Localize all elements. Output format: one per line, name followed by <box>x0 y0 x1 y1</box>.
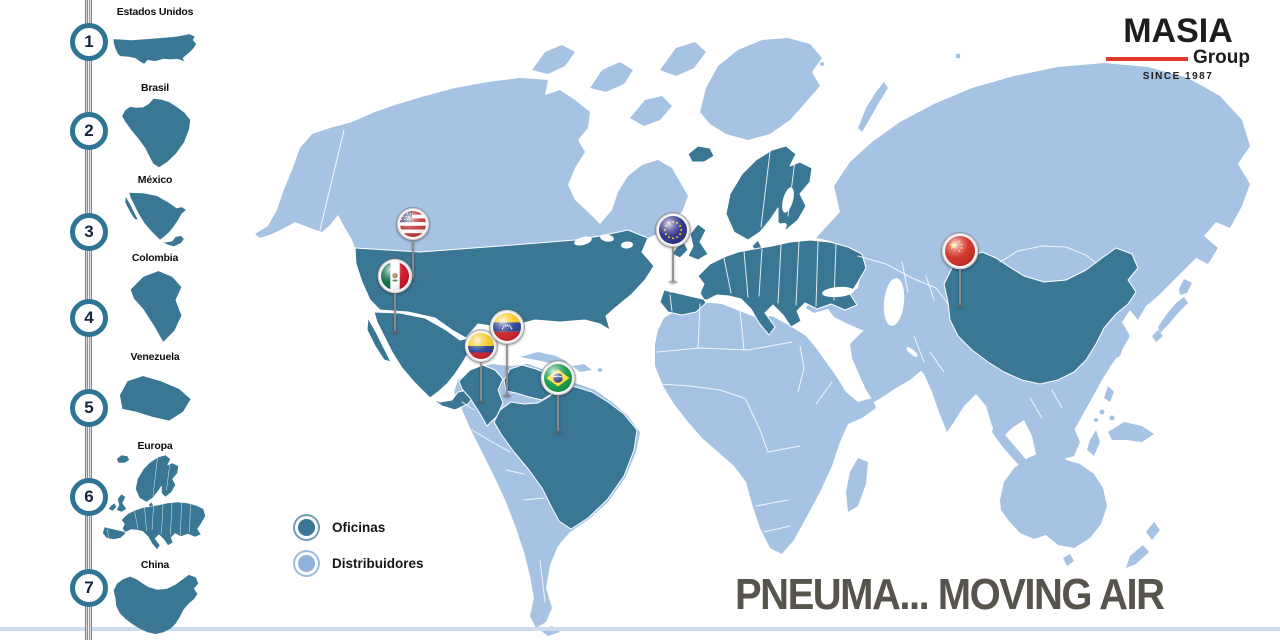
country-usa <box>354 229 655 339</box>
masia-group-logo: MASIA Group SINCE 1987 <box>1106 14 1250 82</box>
waterbodies <box>574 158 918 357</box>
antarctica-strip <box>0 627 1280 631</box>
country-borders <box>319 129 1097 603</box>
sidebar-number-2: 2 <box>70 112 108 150</box>
logo-since-text: SINCE 1987 <box>1142 71 1214 82</box>
logo-group-text: Group <box>1193 47 1250 68</box>
us-flag-pin <box>396 207 430 281</box>
china-flag-pin <box>941 232 979 308</box>
sidebar-number-1: 1 <box>70 23 108 61</box>
logo-red-bar <box>1106 56 1188 61</box>
thumbnail-china <box>113 574 199 635</box>
eu-flag-pin <box>655 212 691 284</box>
country-mexico <box>366 311 479 411</box>
legend-item-offices: Oficinas <box>295 516 385 539</box>
sidebar-number-7: 7 <box>70 569 108 607</box>
office-countries <box>354 145 1139 530</box>
sidebar-label-mexico: México <box>137 174 173 186</box>
sidebar-number-3: 3 <box>70 213 108 251</box>
country-brazil <box>493 384 638 530</box>
thumbnail-mexico <box>124 192 187 247</box>
venezuela-flag-pin <box>489 309 525 398</box>
thumbnail-europe <box>102 454 206 550</box>
brazil-flag-pin <box>540 360 576 434</box>
distributor-legend-icon <box>295 552 318 575</box>
sidebar-label-china: China <box>140 559 170 571</box>
sidebar-number-5: 5 <box>70 389 108 427</box>
legend-item-distributors: Distribuidores <box>295 552 424 575</box>
sidebar-label-europa: Europa <box>137 440 173 452</box>
sidebar-label-estados-unidos: Estados Unidos <box>116 6 194 18</box>
thumbnail-usa <box>113 33 197 65</box>
sidebar-label-brasil: Brasil <box>141 82 169 94</box>
thumbnail-colombia <box>129 269 183 344</box>
thumbnail-brazil <box>121 98 191 168</box>
region-europe <box>659 145 867 336</box>
office-legend-icon <box>295 516 318 539</box>
legend-distributor-label: Distribuidores <box>332 556 424 571</box>
sidebar-label-colombia: Colombia <box>131 252 179 264</box>
sidebar-number-4: 4 <box>70 299 108 337</box>
tagline: PNEUMA... MOVING AIR <box>735 571 1165 619</box>
flag-pins <box>377 207 979 434</box>
country-china <box>943 247 1139 385</box>
logo-name: MASIA <box>1123 12 1233 50</box>
thumbnail-venezuela <box>118 374 193 422</box>
legend-office-label: Oficinas <box>332 520 386 535</box>
colombia-flag-pin <box>464 329 498 404</box>
mexico-flag-pin <box>377 258 413 334</box>
sidebar-label-venezuela: Venezuela <box>130 351 180 363</box>
sidebar-number-6: 6 <box>70 478 108 516</box>
